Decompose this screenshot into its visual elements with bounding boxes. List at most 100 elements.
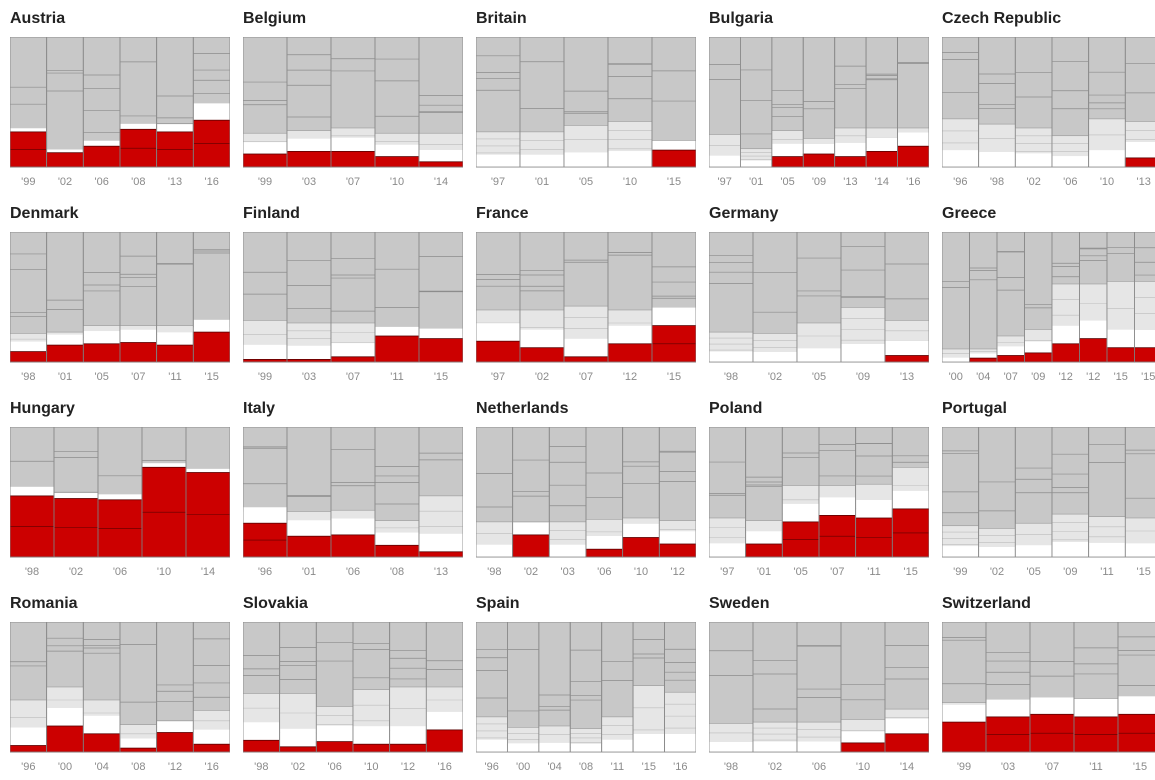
white-band: [244, 722, 280, 740]
far-right-segment: [316, 742, 353, 752]
election-bar: [970, 232, 998, 362]
far-right-segment: [1107, 348, 1135, 362]
chart-title: Greece: [942, 205, 996, 223]
x-tick-label: '06: [1063, 176, 1077, 188]
white-band: [420, 534, 463, 552]
election-bar: [287, 232, 331, 362]
election-bar: [193, 37, 230, 167]
x-tick-label: '10: [390, 176, 404, 188]
election-bar: [1030, 622, 1074, 752]
white-band: [84, 716, 120, 734]
election-bar: [782, 427, 819, 557]
election-bar: [1135, 232, 1155, 362]
x-tick-label: '02: [1026, 176, 1040, 188]
election-bar: [419, 37, 463, 167]
x-tick-label: '98: [724, 371, 738, 383]
election-bar: [507, 622, 538, 752]
chart-panel: Greece'00'04'07'09'12'12'15'15: [942, 205, 1155, 390]
election-bar: [193, 232, 230, 362]
election-bar: [390, 622, 427, 752]
election-bar: [1080, 232, 1108, 362]
white-band: [420, 150, 463, 162]
x-tick-label: '15: [667, 371, 681, 383]
far-right-segment: [419, 162, 463, 167]
white-band: [979, 152, 1015, 167]
x-tick-label: '05: [1026, 566, 1040, 578]
x-tick-label: '06: [812, 761, 826, 773]
x-tick-label: '96: [485, 761, 499, 773]
chart-plot: '96'00'04'08'12'16: [10, 622, 230, 778]
other-parties-segment: [47, 37, 84, 167]
white-band: [587, 536, 623, 549]
white-band: [1016, 153, 1052, 167]
white-band: [898, 133, 928, 147]
white-band: [99, 494, 142, 499]
x-tick-label: '00: [58, 761, 72, 773]
x-tick-label: '05: [812, 371, 826, 383]
x-tick-label: '99: [258, 176, 272, 188]
x-tick-label: '03: [302, 371, 316, 383]
x-tick-label: '09: [856, 371, 870, 383]
x-tick-label: '14: [434, 176, 448, 188]
white-band: [1089, 150, 1125, 167]
chart-plot: '99'03'07'11'15: [942, 622, 1155, 778]
x-tick-label: '07: [830, 566, 844, 578]
election-bar: [746, 427, 783, 557]
white-band: [565, 152, 608, 167]
election-bar: [83, 622, 120, 752]
election-bar: [142, 427, 186, 557]
election-bar: [83, 232, 120, 362]
white-band: [317, 726, 353, 742]
election-bar: [1052, 232, 1080, 362]
chart-title: Poland: [709, 400, 762, 418]
far-right-segment: [623, 538, 660, 558]
x-tick-label: '98: [724, 761, 738, 773]
far-right-segment: [390, 744, 427, 752]
white-band: [1089, 543, 1125, 557]
white-band: [998, 346, 1025, 355]
chart-title: Sweden: [709, 595, 769, 613]
election-bar: [570, 622, 601, 752]
x-tick-label: '02: [524, 566, 538, 578]
x-tick-label: '11: [1100, 566, 1114, 578]
x-tick-label: '12: [1086, 371, 1100, 383]
white-band: [332, 138, 375, 152]
election-bar: [652, 37, 696, 167]
far-right-segment: [426, 730, 463, 752]
election-bar: [633, 622, 664, 752]
white-band: [288, 520, 331, 536]
x-tick-label: '13: [168, 176, 182, 188]
white-band: [754, 742, 797, 752]
chart-panel: Austria'99'02'06'08'13'16: [10, 10, 230, 195]
election-bar: [47, 37, 84, 167]
election-bar: [709, 622, 753, 752]
election-bar: [157, 37, 194, 167]
election-bar: [942, 622, 986, 752]
white-band: [157, 124, 193, 132]
white-band: [943, 546, 979, 557]
election-bar: [709, 232, 753, 362]
far-right-segment: [157, 345, 194, 362]
election-bar: [1089, 37, 1126, 167]
white-band: [1108, 330, 1135, 348]
white-band: [280, 729, 316, 747]
x-tick-label: '97: [491, 176, 505, 188]
far-right-segment: [652, 150, 696, 167]
election-bar: [549, 427, 586, 557]
white-band: [710, 543, 746, 557]
x-tick-label: '04: [94, 761, 108, 773]
chart-title: Switzerland: [942, 595, 1031, 613]
election-bar: [120, 37, 157, 167]
x-tick-label: '02: [768, 371, 782, 383]
x-tick-label: '01: [58, 371, 72, 383]
election-bar: [476, 622, 507, 752]
x-tick-label: '08: [390, 566, 404, 578]
election-bar: [608, 37, 652, 167]
white-band: [754, 352, 797, 362]
white-band: [390, 726, 426, 744]
chart-panel: Belgium'99'03'07'10'14: [243, 10, 463, 195]
election-bar: [1052, 427, 1089, 557]
white-band: [121, 124, 157, 129]
chart-title: Portugal: [942, 400, 1007, 418]
chart-panel: Finland'99'03'07'11'15: [243, 205, 463, 390]
